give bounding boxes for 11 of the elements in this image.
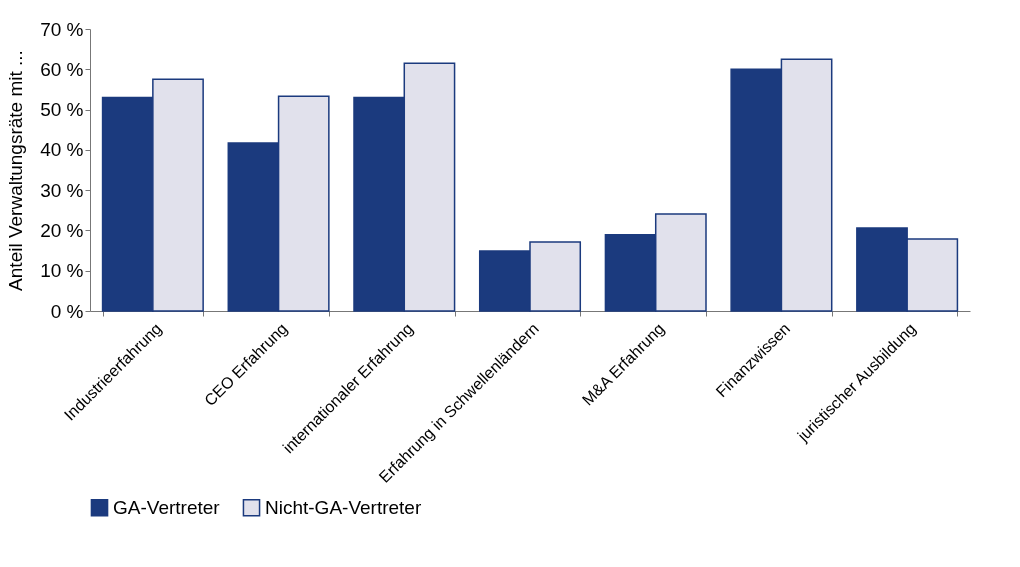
y-tick-label: 40 % [40, 139, 84, 161]
y-tick-label: 50 % [40, 99, 84, 121]
y-tick-label: 0 % [50, 300, 84, 322]
y-tick-label: 10 % [40, 260, 84, 282]
legend-label: Nicht-GA-Vertreter [265, 496, 422, 518]
y-tick-label: 20 % [40, 219, 84, 241]
y-tick-label: 30 % [40, 179, 84, 201]
y-tick-label: 60 % [40, 58, 84, 80]
legend-label: GA-Vertreter [113, 496, 221, 518]
y-axis-title: Anteil Verwaltungsräte mit ... [5, 50, 27, 291]
y-tick-label: 70 % [40, 18, 84, 40]
